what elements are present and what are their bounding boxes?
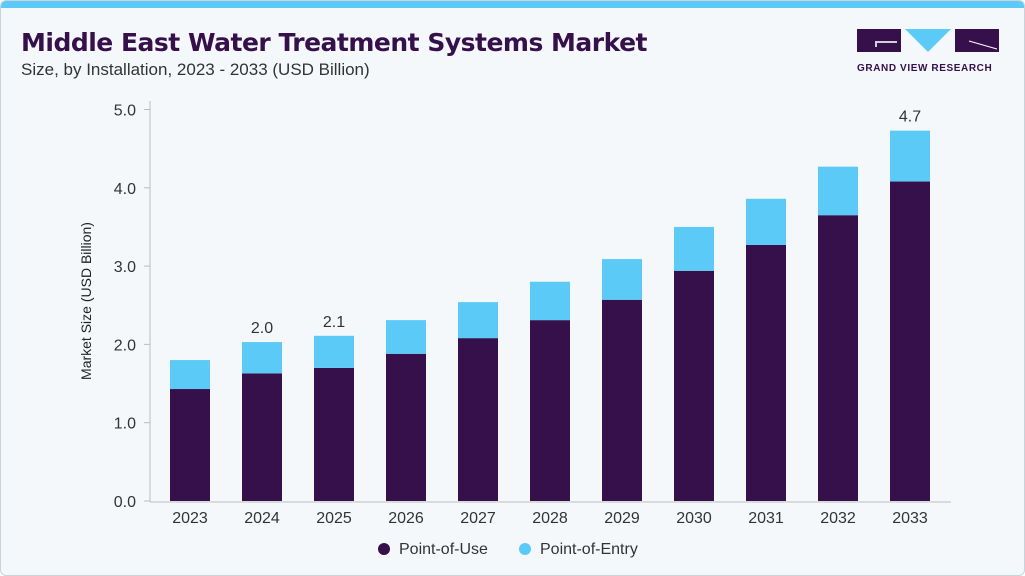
bar-point-of-use-2026 [386, 353, 426, 501]
bar-point-of-entry-2025 [314, 335, 354, 368]
x-tick-label: 2027 [460, 510, 496, 527]
bar-point-of-use-2028 [530, 320, 570, 501]
legend-marker-point-of-use [378, 543, 390, 555]
y-tick-label: 0.0 [114, 494, 136, 511]
bar-point-of-entry-2028 [530, 281, 570, 321]
logo-text: GRAND VIEW RESEARCH [857, 63, 993, 74]
legend-marker-point-of-entry [519, 543, 531, 555]
bar-point-of-use-2025 [314, 367, 354, 501]
bar-point-of-entry-2033 [890, 130, 930, 182]
x-tick-label: 2033 [892, 510, 928, 527]
y-tick-label: 5.0 [114, 103, 136, 120]
bar-point-of-entry-2029 [602, 259, 642, 300]
x-tick-label: 2030 [676, 510, 712, 527]
bar-point-of-entry-2027 [458, 302, 498, 339]
bar-point-of-use-2031 [746, 244, 786, 502]
y-tick-label: 3.0 [114, 259, 136, 276]
data-label: 2.1 [323, 314, 345, 331]
data-label: 4.7 [899, 109, 921, 126]
x-tick-label: 2031 [748, 510, 784, 527]
bar-point-of-entry-2024 [242, 342, 282, 374]
y-tick-label: 2.0 [114, 337, 136, 354]
chart-subtitle: Size, by Installation, 2023 - 2033 (USD … [21, 60, 370, 79]
legend-label: Point-of-Use [399, 541, 488, 558]
bar-point-of-entry-2031 [746, 198, 786, 245]
bar-point-of-use-2029 [602, 299, 642, 501]
bar-point-of-entry-2030 [674, 226, 714, 271]
bar-point-of-use-2027 [458, 338, 498, 501]
bar-point-of-entry-2026 [386, 320, 426, 354]
x-tick-label: 2025 [316, 510, 352, 527]
y-axis-label: Market Size (USD Billion) [78, 222, 94, 380]
accent-bar [1, 1, 1024, 8]
x-tick-label: 2023 [172, 510, 208, 527]
x-tick-label: 2024 [244, 510, 280, 527]
bar-point-of-use-2033 [890, 181, 930, 501]
grand-view-research-logo: GRAND VIEW RESEARCH [857, 29, 999, 74]
bar-point-of-use-2024 [242, 373, 282, 501]
y-tick-label: 1.0 [114, 416, 136, 433]
legend-label: Point-of-Entry [540, 541, 638, 558]
bar-point-of-use-2032 [818, 215, 858, 501]
x-tick-label: 2026 [388, 510, 424, 527]
gvr-logo-icon [857, 29, 999, 52]
x-tick-label: 2032 [820, 510, 856, 527]
x-tick-label: 2028 [532, 510, 568, 527]
bar-point-of-entry-2023 [170, 360, 210, 390]
bar-point-of-use-2023 [170, 389, 210, 501]
bar-point-of-use-2030 [674, 270, 714, 501]
y-tick-label: 4.0 [114, 181, 136, 198]
x-tick-label: 2029 [604, 510, 640, 527]
bar-point-of-entry-2032 [818, 166, 858, 216]
data-label: 2.0 [251, 320, 273, 337]
chart-title: Middle East Water Treatment Systems Mark… [21, 28, 647, 57]
